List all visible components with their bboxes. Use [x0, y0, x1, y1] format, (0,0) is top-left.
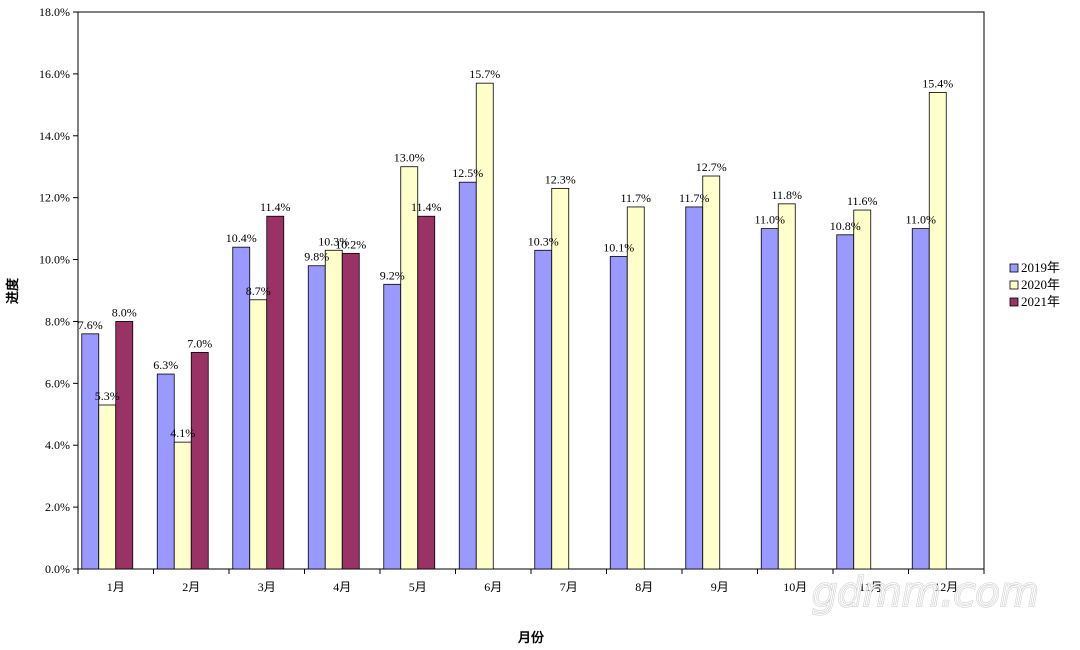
- bar-2020年-12月: [928, 92, 947, 570]
- data-label: 10.3%: [528, 234, 559, 248]
- y-axis-title: 进度: [5, 277, 21, 304]
- data-label: 9.2%: [380, 268, 405, 282]
- legend-swatch: [1009, 263, 1019, 273]
- data-label: 8.0%: [112, 305, 137, 319]
- y-tick-label: 4.0%: [45, 438, 70, 452]
- bar-2019年-7月: [534, 249, 553, 570]
- bar-2019年-5月: [383, 283, 402, 570]
- y-tick-label: 16.0%: [39, 67, 70, 81]
- y-tick-label: 18.0%: [39, 5, 70, 19]
- legend-label: 2020年: [1021, 277, 1060, 292]
- data-label: 12.3%: [545, 172, 576, 186]
- legend-label: 2019年: [1021, 260, 1060, 275]
- data-label: 11.7%: [620, 191, 651, 205]
- data-label: 11.4%: [260, 200, 291, 214]
- data-label-group: 7.6% 6.3% 10.4% 9.8% 9.2% 12.5% 10.3% 10.1% 11.7…: [78, 67, 954, 440]
- watermark: gdmm.com: [812, 570, 1039, 616]
- data-label: 15.4%: [922, 76, 953, 90]
- x-tick-label: 2月: [182, 580, 200, 594]
- y-axis: 0.0% 2.0% 4.0% 6.0% 8.0% 10.0% 12.0% 14.0% 16.0%…: [39, 5, 78, 576]
- bar-2019年-8月: [609, 256, 628, 570]
- plot-area: [77, 11, 985, 570]
- bar-2019年-2月: [156, 373, 175, 570]
- y-tick-label: 14.0%: [39, 129, 70, 143]
- bar-2021年-5月: [417, 215, 436, 570]
- bar-2019年-9月: [685, 206, 704, 570]
- x-tick-label: 1月: [107, 580, 125, 594]
- bar-2020年-7月: [551, 187, 570, 570]
- bar-2019年-10月: [760, 228, 779, 570]
- data-label: 11.0%: [754, 213, 785, 227]
- data-label: 12.5%: [452, 166, 483, 180]
- watermark-shadow: gdmm.com: [812, 570, 1039, 616]
- data-label: 11.6%: [847, 194, 878, 208]
- data-label: 11.8%: [771, 188, 802, 202]
- bar-2019年-6月: [458, 181, 477, 570]
- data-label: 10.2%: [335, 237, 366, 251]
- data-label: 7.6%: [78, 318, 103, 332]
- x-tick-label: 8月: [635, 580, 653, 594]
- x-tick-label: 10月: [783, 580, 807, 594]
- y-tick-label: 6.0%: [45, 376, 70, 390]
- x-tick-label: 3月: [258, 580, 276, 594]
- x-tick-label: 4月: [333, 580, 351, 594]
- bar-2021年-4月: [341, 252, 360, 570]
- data-label: 9.8%: [304, 250, 329, 264]
- bar-2020年-3月: [249, 299, 268, 570]
- bar-2020年-1月: [98, 404, 117, 570]
- data-label: 6.3%: [153, 358, 178, 372]
- data-label: 8.7%: [246, 284, 271, 298]
- y-tick-label: 10.0%: [39, 253, 70, 267]
- x-tick-label: 11月: [859, 580, 883, 594]
- data-label: 15.7%: [469, 67, 500, 81]
- bar-2020年-5月: [400, 166, 419, 570]
- legend: 2019年 2020年 2021年: [1009, 260, 1060, 309]
- bar-2020年-6月: [475, 82, 494, 570]
- x-axis: 1月 2月 3月 4月 5月 6月 7月 8月 9月 10月 11月 12月: [77, 569, 985, 594]
- bar-2020年-9月: [702, 175, 721, 570]
- x-tick-label: 5月: [409, 580, 427, 594]
- x-tick-label: 7月: [560, 580, 578, 594]
- y-tick-label: 0.0%: [45, 562, 70, 576]
- bar-2019年-1月: [81, 333, 100, 570]
- bar-2019年-4月: [307, 265, 326, 570]
- data-label: 13.0%: [394, 151, 425, 165]
- bar-2021年-3月: [266, 215, 285, 570]
- x-tick-label: 9月: [711, 580, 729, 594]
- bar-2020年-2月: [173, 441, 192, 570]
- data-label: 10.1%: [603, 240, 634, 254]
- data-label: 4.1%: [170, 426, 195, 440]
- x-axis-title: 月份: [517, 630, 545, 646]
- bar-2020年-10月: [777, 203, 796, 570]
- x-tick-label: 12月: [934, 580, 958, 594]
- bar-2019年-11月: [836, 234, 855, 570]
- legend-swatch: [1009, 297, 1019, 307]
- data-label: 12.7%: [696, 160, 727, 174]
- bar-2021年-1月: [115, 321, 134, 570]
- data-label: 5.3%: [95, 389, 120, 403]
- x-tick-label: 6月: [484, 580, 502, 594]
- data-label: 7.0%: [187, 336, 212, 350]
- data-label: 11.0%: [905, 213, 936, 227]
- bar-2020年-11月: [853, 209, 872, 570]
- y-tick-label: 2.0%: [45, 500, 70, 514]
- legend-swatch: [1009, 280, 1019, 290]
- data-label: 11.7%: [679, 191, 710, 205]
- legend-label: 2021年: [1021, 294, 1060, 309]
- bar-2020年-4月: [324, 249, 343, 570]
- y-tick-label: 12.0%: [39, 191, 70, 205]
- data-label: 10.4%: [226, 231, 257, 245]
- y-tick-label: 8.0%: [45, 314, 70, 328]
- data-label: 10.3%: [318, 234, 349, 248]
- bar-2020年-8月: [626, 206, 645, 570]
- bar-2021年-2月: [190, 351, 209, 570]
- data-label: 10.8%: [830, 219, 861, 233]
- bar-series-group: [81, 82, 947, 570]
- bar-2019年-12月: [911, 228, 930, 570]
- data-label: 11.4%: [411, 200, 442, 214]
